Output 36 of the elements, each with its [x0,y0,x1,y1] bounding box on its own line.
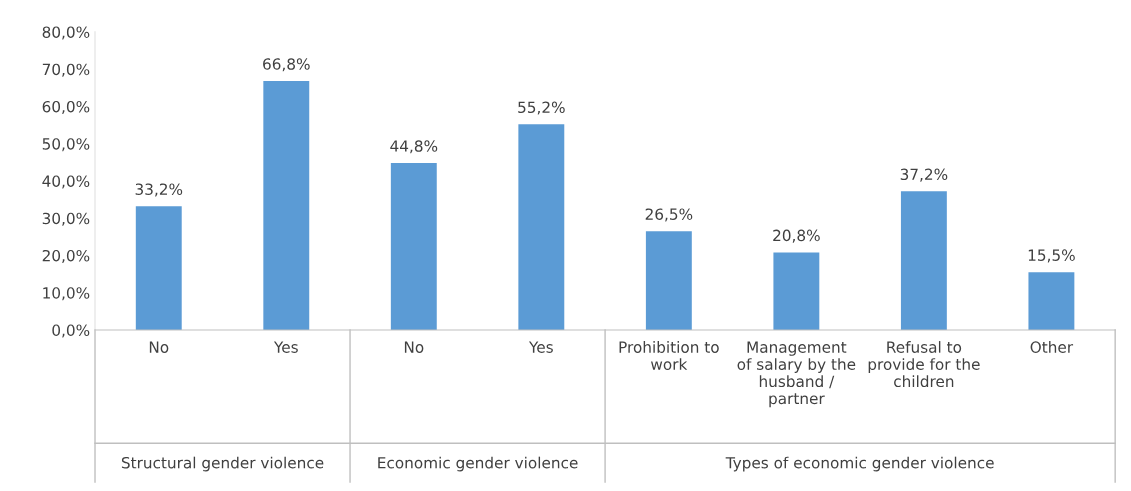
bar [390,163,437,330]
data-label: 33,2% [135,183,183,197]
data-label: 37,2% [900,168,948,182]
x-tick-label: Yes [273,341,298,353]
y-tick-label: 20,0% [42,249,90,264]
bar [900,191,947,330]
y-tick-label: 10,0% [43,287,90,301]
bar [773,252,820,330]
text: Types of economic gender violence [725,456,994,472]
data-label: 20,8% [773,229,820,243]
text: Structural gender violence [121,456,324,472]
bar [135,206,182,330]
text: Economic gender violence [378,456,578,472]
bar [518,124,565,330]
data-label: 15,5% [1028,249,1075,263]
x-tick-label: Yes [528,341,553,353]
x-tick-label: Prohibition to work [619,341,719,370]
bar [1028,272,1075,330]
y-tick-label: 40,0% [42,175,90,189]
data-label: 55,2% [518,101,565,115]
x-tick-label: No [404,341,424,353]
bar [263,81,310,330]
y-tick-label: 0,0% [52,324,90,338]
x-tick-label: No [149,341,169,353]
y-tick-label: 30,0% [42,212,90,226]
data-label: 44,8% [390,140,438,154]
x-tick-label: Management of salary by the husband / partner [737,341,856,408]
y-tick-label: 70,0% [42,63,90,77]
bar [645,231,692,330]
data-label: 26,5% [645,208,693,222]
data-label: 66,8% [263,58,310,72]
y-tick-label: 80,0% [42,26,90,40]
x-tick-label: Other [1030,341,1074,353]
x-tick-label: Refusal to provide for the children [868,341,980,388]
y-tick-label: 60,0% [42,100,90,114]
y-tick-label: 50,0% [42,138,90,152]
